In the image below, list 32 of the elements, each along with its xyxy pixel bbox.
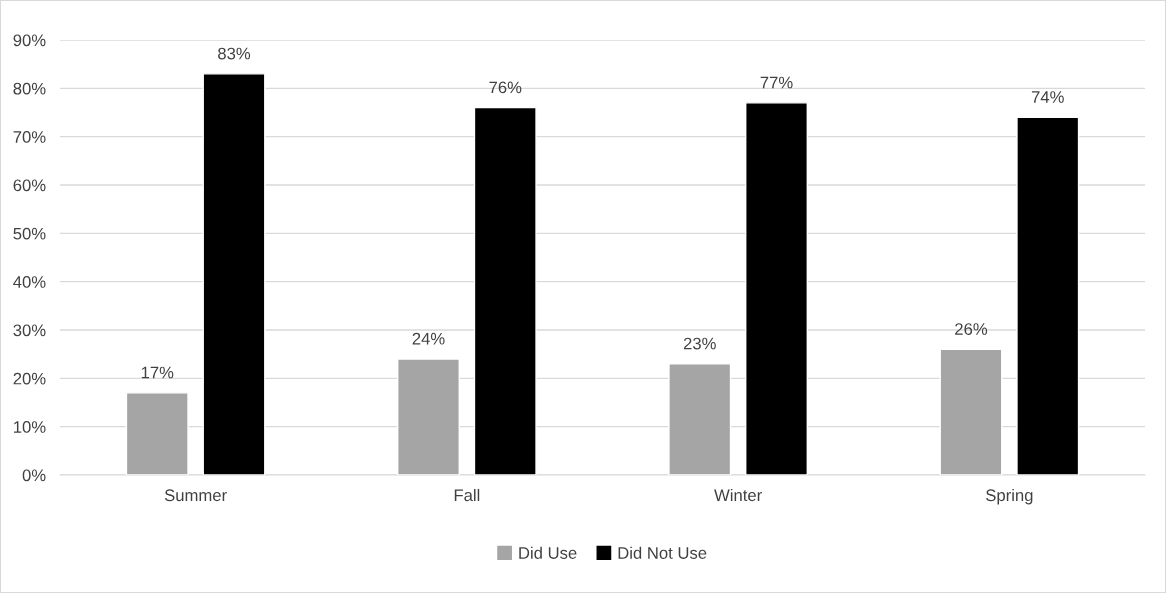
- bar: [668, 363, 732, 475]
- y-tick-label: 10%: [14, 421, 46, 433]
- y-tick-label: 30%: [13, 324, 46, 337]
- data-label: 17%: [141, 366, 174, 379]
- data-label: 26%: [955, 323, 988, 335]
- bar: [125, 392, 189, 475]
- y-tick-label: 80%: [13, 82, 46, 95]
- bar: [397, 358, 460, 475]
- x-tick-label: Spring: [986, 488, 1033, 505]
- y-tick-label: 90%: [13, 34, 46, 47]
- bar: [1016, 116, 1080, 475]
- data-label: 77%: [760, 76, 793, 89]
- x-tick-label: Summer: [164, 489, 227, 502]
- legend-label: Did Not Use: [618, 546, 707, 559]
- data-label: 23%: [683, 337, 716, 350]
- y-tick-label: 70%: [13, 131, 46, 143]
- y-tick-label: 20%: [13, 372, 46, 385]
- data-label: 76%: [489, 81, 522, 94]
- y-tick-label: 50%: [13, 227, 46, 240]
- y-tick-label: 0%: [22, 469, 46, 482]
- bar: [202, 73, 266, 475]
- y-tick-label: 60%: [13, 179, 46, 192]
- x-tick-label: Fall: [454, 488, 480, 502]
- x-tick-label: Winter: [714, 488, 762, 502]
- legend-label: Did Use: [519, 546, 577, 559]
- bar: [745, 102, 808, 475]
- bar: [473, 106, 537, 475]
- y-tick-label: 40%: [13, 276, 46, 288]
- data-label: 83%: [218, 47, 251, 60]
- data-label: 74%: [1031, 91, 1064, 103]
- bar: [939, 348, 1003, 475]
- data-label: 24%: [412, 332, 445, 345]
